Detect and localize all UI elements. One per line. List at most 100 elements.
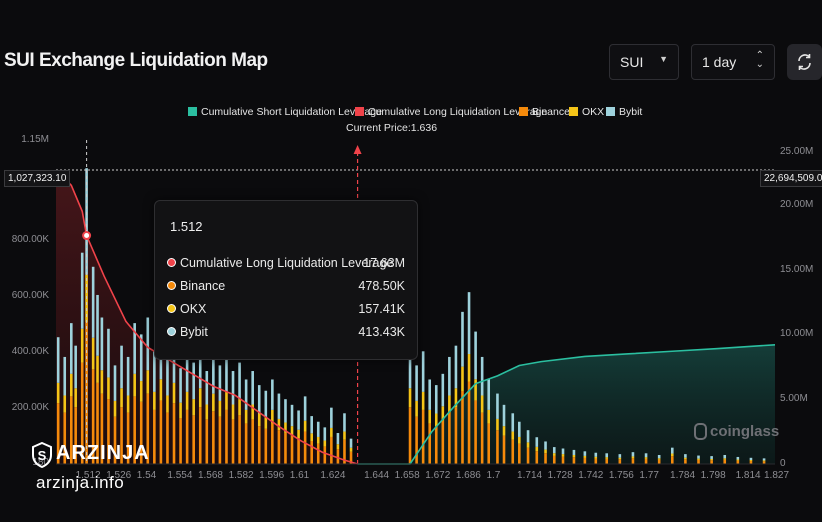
coinglass-brand: coinglass	[710, 423, 780, 440]
long-bar-segment	[80, 362, 84, 464]
long-bar-segment	[153, 391, 156, 410]
short-bar-segment	[461, 311, 464, 367]
x-axis-tick: 1.526	[106, 470, 132, 481]
short-bar-segment	[467, 354, 471, 382]
short-bar-segment	[408, 388, 412, 408]
long-bar-segment	[277, 430, 281, 464]
short-bar-segment	[618, 454, 622, 458]
short-bar-segment	[511, 439, 515, 464]
current-price-label: Current Price:1.636	[346, 122, 438, 134]
legend-label: Cumulative Long Liquidation Leverage	[368, 106, 548, 118]
long-bar-segment	[133, 323, 136, 374]
tooltip-label: Cumulative Long Liquidation Leverage	[180, 256, 394, 270]
short-bar-segment	[631, 452, 635, 457]
short-bar-segment	[448, 412, 451, 464]
short-bar-segment	[657, 458, 661, 460]
long-bar-segment	[284, 422, 287, 433]
x-axis-tick: 1.827	[764, 470, 790, 481]
long-bar-segment	[166, 395, 169, 413]
long-bar-segment	[244, 379, 248, 410]
tooltip-dot	[167, 281, 176, 290]
watermark-name: ARZINJA	[56, 442, 150, 464]
svg-text:S: S	[38, 448, 47, 463]
long-bar-segment	[146, 317, 150, 371]
long-bar-segment	[198, 407, 202, 464]
long-bar-segment	[271, 423, 274, 464]
short-bar-segment	[487, 379, 491, 410]
legend-label: Bybit	[619, 106, 643, 118]
long-bar-segment	[297, 429, 300, 439]
short-bar-segment	[454, 388, 458, 408]
long-bar-segment	[264, 417, 268, 429]
short-bar-segment	[670, 456, 674, 464]
short-bar-segment	[461, 366, 464, 391]
long-bar-segment	[212, 411, 215, 464]
short-bar-segment	[552, 455, 556, 464]
x-axis-tick: 1.798	[700, 470, 726, 481]
short-bar-segment	[526, 430, 530, 443]
long-bar-segment	[179, 418, 182, 464]
long-bar-segment	[277, 393, 281, 419]
short-bar-segment	[502, 426, 506, 436]
x-axis-tick: 1.742	[578, 470, 604, 481]
short-bar-segment	[749, 460, 753, 462]
short-bar-segment	[697, 459, 700, 464]
x-axis-tick: 1.596	[259, 470, 285, 481]
tooltip-price: 1.512	[170, 219, 203, 234]
short-bar-segment	[454, 345, 458, 389]
long-bar-segment	[192, 399, 195, 416]
period-select[interactable]: 1 day ⌃ ⌄	[691, 44, 775, 80]
x-axis-tick: 1.728	[547, 470, 573, 481]
left-axis-tick: 800.00K	[11, 234, 49, 245]
long-bar-segment	[290, 435, 294, 464]
short-bar-segment	[552, 447, 556, 454]
legend-item-short[interactable]: Cumulative Short Liquidation Leverage	[188, 106, 382, 118]
short-bar-segment	[736, 456, 740, 460]
refresh-button[interactable]	[787, 44, 822, 80]
long-bar-segment	[225, 391, 228, 410]
short-bar-segment	[572, 449, 576, 455]
long-bar-segment	[336, 433, 340, 445]
long-bar-segment	[74, 388, 77, 408]
legend-item-long[interactable]: Cumulative Long Liquidation Leverage	[355, 106, 547, 118]
short-bar-segment	[710, 458, 713, 461]
legend-item-binance[interactable]: Binance	[519, 106, 570, 118]
long-bar-segment	[303, 431, 307, 464]
long-bar-segment	[271, 379, 274, 410]
right-axis-tick: 25.00M	[780, 146, 814, 157]
long-bar-segment	[107, 328, 110, 378]
legend-item-bybit[interactable]: Bybit	[606, 106, 642, 118]
long-bar-segment	[69, 396, 73, 464]
period-select-value: 1 day	[702, 54, 737, 70]
long-bar-segment	[133, 396, 136, 464]
long-bar-segment	[159, 400, 163, 464]
x-axis-tick: 1.512	[75, 470, 101, 481]
current-price-arrow	[353, 145, 362, 154]
right-axis-tick: 10.00M	[780, 328, 814, 340]
short-bar-segment	[552, 453, 556, 456]
short-bar-segment	[535, 437, 539, 447]
long-bar-segment	[323, 440, 327, 447]
tooltip-row: Cumulative Long Liquidation Leverage 17.6…	[167, 256, 405, 274]
short-bar-segment	[723, 459, 727, 464]
legend-item-okx[interactable]: OKX	[569, 106, 604, 118]
long-bar-segment	[212, 393, 215, 412]
short-bar-segment	[428, 379, 432, 410]
long-bar-segment	[257, 385, 261, 414]
x-axis-tick: 1.814	[735, 470, 761, 481]
short-bar-segment	[480, 395, 484, 413]
tooltip-value: 157.41K	[358, 302, 405, 316]
x-axis-tick: 1.714	[517, 470, 543, 481]
coin-select[interactable]: SUI ▼	[609, 44, 679, 80]
short-bar-segment	[441, 406, 445, 421]
short-bar-segment	[434, 426, 438, 464]
legend-swatch	[606, 107, 615, 116]
tooltip-value: 413.43K	[358, 325, 405, 339]
long-bar-segment	[63, 395, 67, 413]
long-bar-segment	[277, 418, 281, 431]
left-value-tag: 1,027,323.10	[4, 170, 71, 187]
short-bar-segment	[631, 456, 635, 459]
long-bar-segment	[303, 396, 307, 421]
long-bar-segment	[264, 390, 268, 418]
